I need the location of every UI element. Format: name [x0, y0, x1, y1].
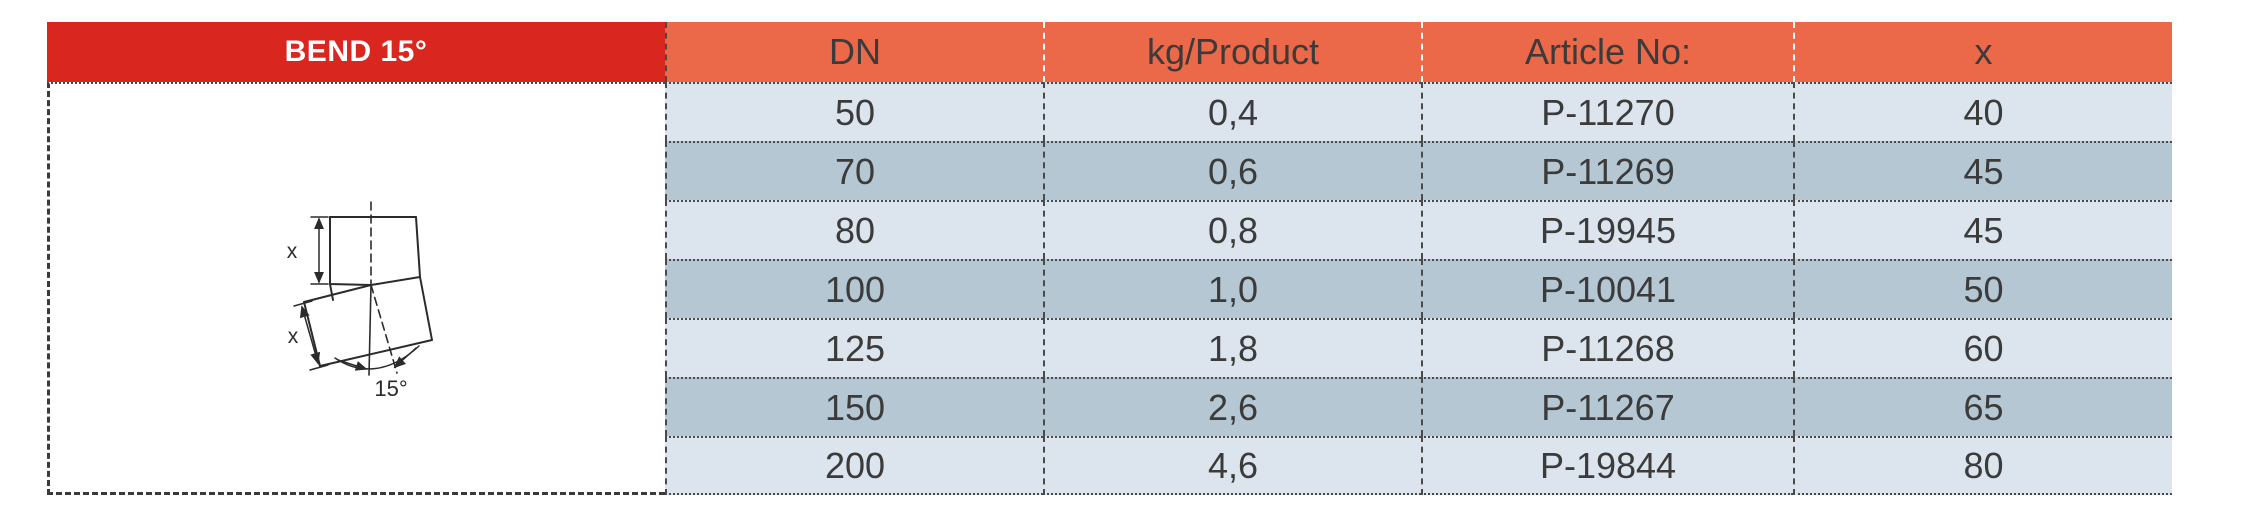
column-header-kg-product: kg/Product [1043, 22, 1421, 82]
cell-article-no: P-19844 [1421, 436, 1793, 495]
cell-x: 80 [1793, 436, 2172, 495]
column-header-x: x [1793, 22, 2172, 82]
spec-table: DN kg/Product Article No: x 50 0,4 P-11270… [665, 22, 2172, 495]
cell-x: 65 [1793, 377, 2172, 436]
bend-diagram: x x 15° [287, 201, 433, 401]
cell-kg-product: 2,6 [1043, 377, 1421, 436]
cell-x: 40 [1793, 82, 2172, 141]
product-block: BEND 15° [47, 22, 665, 495]
cell-x: 50 [1793, 259, 2172, 318]
angle-label: 15° [374, 376, 407, 401]
cell-kg-product: 1,8 [1043, 318, 1421, 377]
angle-arrow-right [393, 347, 417, 369]
cell-x: 60 [1793, 318, 2172, 377]
cell-dn: 125 [665, 318, 1043, 377]
product-title: BEND 15° [284, 35, 428, 68]
angle-arrow-left [337, 359, 368, 371]
product-title-bar: BEND 15° [47, 22, 665, 82]
cell-kg-product: 0,4 [1043, 82, 1421, 141]
column-header-dn: DN [665, 22, 1043, 82]
cell-dn: 50 [665, 82, 1043, 141]
catalog-content: BEND 15° [47, 22, 2172, 495]
centerlines [368, 201, 398, 376]
centerline-bent-dashed [370, 284, 398, 374]
cell-x: 45 [1793, 141, 2172, 200]
cell-dn: 70 [665, 141, 1043, 200]
cell-dn: 80 [665, 200, 1043, 259]
cell-article-no: P-11269 [1421, 141, 1793, 200]
cell-article-no: P-11267 [1421, 377, 1793, 436]
cell-x: 45 [1793, 200, 2172, 259]
lower-x-arrow [299, 305, 321, 365]
dimension-label-lower: x [288, 325, 299, 348]
cell-kg-product: 1,0 [1043, 259, 1421, 318]
cell-article-no: P-11270 [1421, 82, 1793, 141]
cell-kg-product: 0,6 [1043, 141, 1421, 200]
column-header-article-no: Article No: [1421, 22, 1793, 82]
cell-article-no: P-11268 [1421, 318, 1793, 377]
dimension-label-upper: x [287, 240, 298, 263]
cell-dn: 100 [665, 259, 1043, 318]
pipe-outline [303, 216, 433, 367]
cell-article-no: P-10041 [1421, 259, 1793, 318]
cell-kg-product: 4,6 [1043, 436, 1421, 495]
cell-kg-product: 0,8 [1043, 200, 1421, 259]
cell-dn: 200 [665, 436, 1043, 495]
cell-dn: 150 [665, 377, 1043, 436]
centerline-reference [368, 284, 372, 376]
dimension-lines [293, 216, 420, 371]
cell-article-no: P-19945 [1421, 200, 1793, 259]
diagram-panel: x x 15° [47, 82, 665, 495]
